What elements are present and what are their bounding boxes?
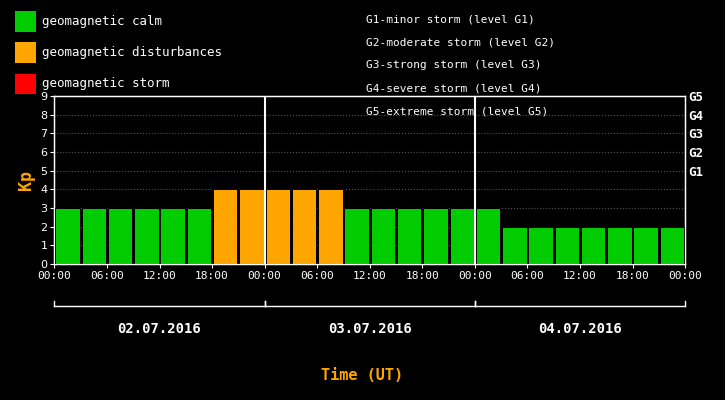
- Text: G3-strong storm (level G3): G3-strong storm (level G3): [366, 60, 542, 70]
- Bar: [239, 189, 264, 264]
- Bar: [265, 189, 290, 264]
- Y-axis label: Kp: Kp: [17, 170, 35, 190]
- Bar: [502, 227, 526, 264]
- Bar: [370, 208, 395, 264]
- Bar: [160, 208, 185, 264]
- Bar: [555, 227, 579, 264]
- Text: geomagnetic storm: geomagnetic storm: [42, 77, 170, 90]
- Text: G5-extreme storm (level G5): G5-extreme storm (level G5): [366, 107, 548, 117]
- Bar: [634, 227, 658, 264]
- Bar: [55, 208, 80, 264]
- Text: geomagnetic calm: geomagnetic calm: [42, 15, 162, 28]
- Text: G1-minor storm (level G1): G1-minor storm (level G1): [366, 14, 535, 24]
- Bar: [608, 227, 631, 264]
- Bar: [213, 189, 237, 264]
- Text: 02.07.2016: 02.07.2016: [117, 322, 202, 336]
- Bar: [82, 208, 106, 264]
- Bar: [529, 227, 552, 264]
- Bar: [476, 208, 500, 264]
- Bar: [397, 208, 421, 264]
- Text: 04.07.2016: 04.07.2016: [538, 322, 622, 336]
- Bar: [108, 208, 132, 264]
- Text: G2-moderate storm (level G2): G2-moderate storm (level G2): [366, 37, 555, 47]
- Bar: [450, 208, 474, 264]
- Bar: [660, 227, 684, 264]
- Text: G4-severe storm (level G4): G4-severe storm (level G4): [366, 84, 542, 94]
- Bar: [187, 208, 211, 264]
- Text: geomagnetic disturbances: geomagnetic disturbances: [42, 46, 222, 59]
- Bar: [292, 189, 316, 264]
- Bar: [581, 227, 605, 264]
- Bar: [423, 208, 447, 264]
- Text: Time (UT): Time (UT): [321, 368, 404, 384]
- Bar: [318, 189, 342, 264]
- Bar: [134, 208, 159, 264]
- Text: 03.07.2016: 03.07.2016: [328, 322, 412, 336]
- Bar: [344, 208, 369, 264]
